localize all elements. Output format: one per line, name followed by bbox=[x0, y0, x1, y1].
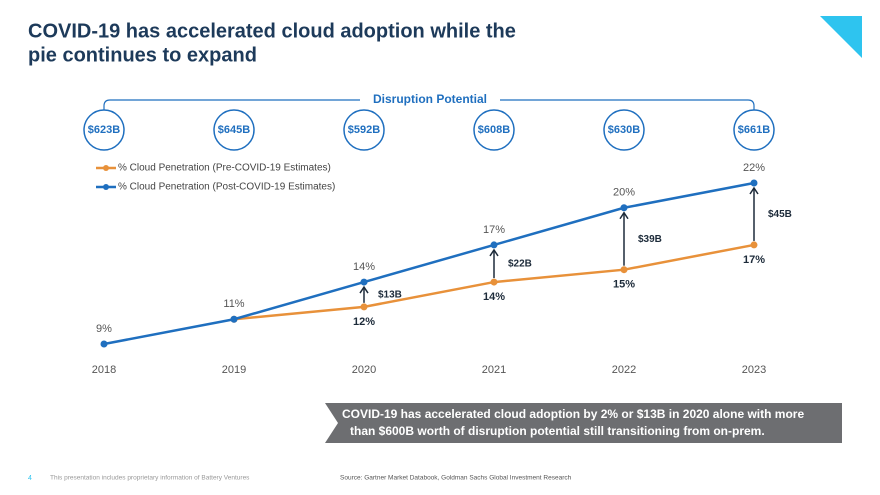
footer-note: This presentation includes proprietary i… bbox=[50, 475, 250, 482]
point bbox=[490, 278, 498, 286]
x-tick-label: 2022 bbox=[612, 364, 636, 376]
bubble-label: $592B bbox=[348, 124, 380, 136]
bubble-label: $623B bbox=[88, 124, 120, 136]
callout-text: than $600B worth of disruption potential… bbox=[350, 424, 765, 438]
point bbox=[360, 303, 368, 311]
bubble-label: $661B bbox=[738, 124, 770, 136]
gap-label: $13B bbox=[378, 290, 402, 301]
x-tick-label: 2020 bbox=[352, 364, 376, 376]
legend-dot bbox=[103, 184, 109, 190]
value-label: 14% bbox=[353, 261, 375, 273]
page-number: 4 bbox=[28, 475, 32, 482]
gap-arrowhead bbox=[619, 211, 629, 220]
disruption-label: Disruption Potential bbox=[373, 92, 487, 106]
bubble-label: $645B bbox=[218, 124, 250, 136]
point bbox=[360, 278, 368, 286]
bubble bbox=[473, 109, 515, 151]
x-tick-label: 2019 bbox=[222, 364, 246, 376]
callout-text: COVID-19 has accelerated cloud adoption … bbox=[342, 407, 804, 421]
bubble bbox=[603, 109, 645, 151]
point bbox=[750, 241, 758, 249]
corner-decor bbox=[820, 16, 862, 58]
callout-box bbox=[325, 403, 842, 443]
bubble bbox=[733, 109, 775, 151]
legend-label: % Cloud Penetration (Post-COVID-19 Estim… bbox=[118, 182, 335, 193]
value-label: 12% bbox=[353, 316, 375, 328]
title-line: COVID-19 has accelerated cloud adoption … bbox=[28, 20, 516, 42]
bracket-gap bbox=[360, 92, 500, 108]
x-tick-label: 2018 bbox=[92, 364, 116, 376]
value-label: 11% bbox=[223, 298, 244, 310]
bubble-label: $608B bbox=[478, 124, 510, 136]
value-label: 20% bbox=[613, 187, 635, 199]
x-tick-label: 2023 bbox=[742, 364, 766, 376]
value-label: 17% bbox=[483, 224, 505, 236]
point bbox=[490, 241, 498, 249]
bubble bbox=[343, 109, 385, 151]
gap-label: $22B bbox=[508, 259, 532, 270]
value-label: 17% bbox=[743, 254, 765, 266]
gap-arrowhead bbox=[489, 248, 499, 257]
bubble bbox=[213, 109, 255, 151]
point bbox=[620, 204, 628, 212]
value-label: 15% bbox=[613, 279, 635, 291]
source: Source: Gartner Market Databook, Goldman… bbox=[340, 475, 572, 482]
title-line: pie continues to expand bbox=[28, 44, 257, 66]
gap-label: $39B bbox=[638, 234, 662, 245]
point bbox=[750, 179, 758, 187]
x-tick-label: 2021 bbox=[482, 364, 506, 376]
point bbox=[230, 315, 238, 323]
bubble bbox=[83, 109, 125, 151]
gap-label: $45B bbox=[768, 209, 792, 220]
gap-arrowhead bbox=[359, 285, 369, 294]
bubble-label: $630B bbox=[608, 124, 640, 136]
series-line bbox=[103, 181, 755, 346]
value-label: 22% bbox=[743, 162, 765, 174]
point bbox=[100, 340, 108, 348]
gap-arrowhead bbox=[749, 186, 759, 195]
value-label: 9% bbox=[96, 323, 112, 335]
legend-dot bbox=[103, 165, 109, 171]
point bbox=[620, 266, 628, 274]
legend-label: % Cloud Penetration (Pre-COVID-19 Estima… bbox=[118, 163, 331, 174]
value-label: 14% bbox=[483, 291, 505, 303]
